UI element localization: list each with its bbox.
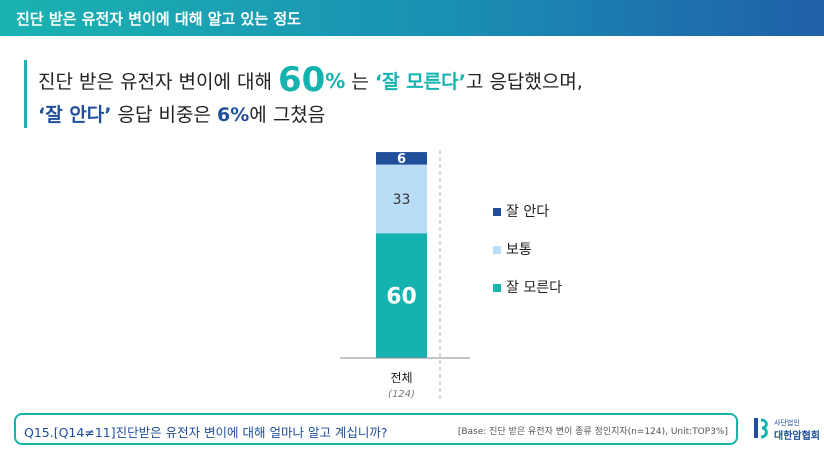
bar-segment-3 bbox=[376, 152, 427, 165]
legend-label: 보통 bbox=[506, 242, 532, 258]
headline-percent-sign: % bbox=[325, 69, 346, 93]
headline-big-number: 60 bbox=[277, 60, 326, 100]
logo-subtitle: 사단법인 bbox=[774, 419, 800, 427]
bar-value-label: 6 bbox=[397, 152, 406, 167]
bar-segment-1 bbox=[376, 233, 427, 358]
headline-text: 진단 받은 유전자 변이에 대해 bbox=[38, 71, 278, 93]
legend-swatch bbox=[493, 284, 501, 292]
headline-accent-bar bbox=[24, 60, 27, 128]
page-title: 진단 받은 유전자 변이에 대해 알고 있는 정도 bbox=[16, 10, 301, 28]
question-footer: Q15.[Q14≠11]진단받은 유전자 변이에 대해 얼마나 알고 계십니까?… bbox=[14, 413, 738, 445]
bar-value-label: 60 bbox=[386, 285, 417, 310]
headline-quote-know-well: ‘잘 안다’ bbox=[38, 104, 112, 126]
headline-text: 고 응답했으며, bbox=[465, 71, 583, 93]
headline-quote-dont-know: ‘잘 모른다’ bbox=[374, 71, 466, 93]
x-tick-sublabel: (124) bbox=[388, 389, 415, 400]
legend-label: 잘 모른다 bbox=[506, 280, 562, 296]
headline-line-2: ‘잘 안다’ 응답 비중은 6%에 그쳤음 bbox=[38, 100, 325, 127]
bar-value-label: 33 bbox=[393, 192, 411, 208]
legend-swatch bbox=[493, 208, 501, 216]
legend-label: 잘 안다 bbox=[506, 204, 549, 220]
headline-text: 응답 비중은 bbox=[111, 104, 218, 126]
headline-line-1: 진단 받은 유전자 변이에 대해 60% 는 ‘잘 모른다’고 응답했으며, bbox=[38, 60, 583, 100]
headline-text: 는 bbox=[345, 71, 375, 93]
logo: 사단법인 대한암협회 bbox=[752, 416, 820, 442]
logo-mark-icon bbox=[754, 418, 768, 439]
question-text: Q15.[Q14≠11]진단받은 유전자 변이에 대해 얼마나 알고 계십니까? bbox=[24, 425, 388, 440]
logo-name: 대한암협회 bbox=[774, 431, 820, 442]
header-bar: 진단 받은 유전자 변이에 대해 알고 있는 정도 bbox=[0, 0, 824, 36]
base-note: [Base: 진단 받은 유전자 변이 종류 정인지자(n=124), Unit… bbox=[457, 427, 728, 437]
legend-swatch bbox=[493, 246, 501, 254]
x-tick-label: 전체 bbox=[390, 371, 412, 385]
bar-segment-2 bbox=[376, 164, 427, 234]
headline-text: 에 그쳤음 bbox=[249, 104, 326, 126]
headline-percent-value: 6% bbox=[217, 104, 250, 126]
